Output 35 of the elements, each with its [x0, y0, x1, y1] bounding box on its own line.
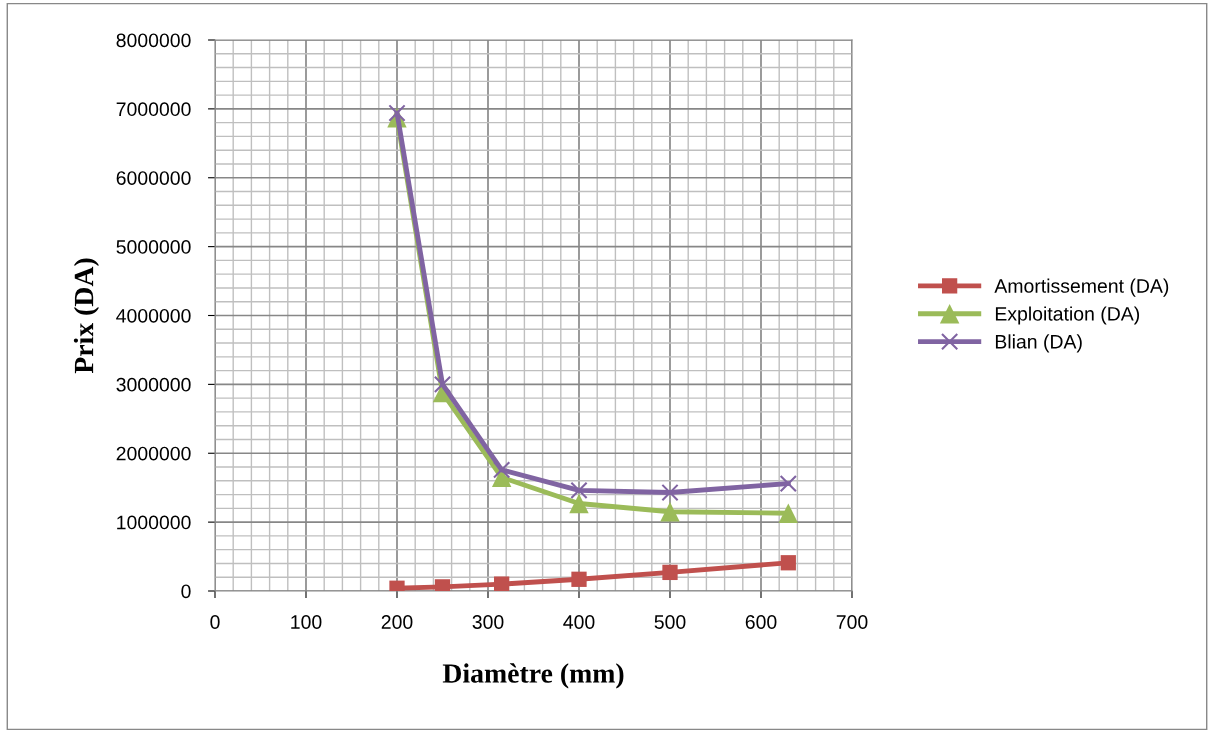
- legend-label: Exploitation (DA): [995, 306, 1140, 325]
- y-tick-label: 6000000: [116, 171, 191, 185]
- point: [662, 564, 678, 581]
- y-tick-label: 5000000: [116, 240, 191, 254]
- y-tick-label: 7000000: [116, 102, 191, 117]
- x-tick-label: 500: [654, 615, 686, 629]
- point: [661, 483, 679, 502]
- legend-label: Blian (DA): [995, 334, 1082, 353]
- point: [571, 571, 587, 587]
- y-tick-label: 0: [181, 584, 191, 599]
- y-tick-label: 2000000: [116, 446, 191, 461]
- x-tick-label: 200: [381, 615, 413, 629]
- y-tick-label: 1000000: [117, 515, 191, 530]
- point: [778, 503, 799, 523]
- legend-label: Amortissement (DA): [994, 278, 1169, 297]
- y-tick-label: 8000000: [116, 33, 191, 48]
- x-tick-label: 400: [563, 615, 595, 629]
- x-axis-title: Diamètre (mm): [442, 663, 624, 689]
- x-tick-label: 100: [291, 615, 322, 629]
- point: [433, 375, 452, 394]
- point: [494, 576, 510, 591]
- x-tick-label: 0: [210, 615, 220, 629]
- y-tick-label: 3000000: [116, 377, 191, 392]
- point: [492, 461, 511, 479]
- x-tick-label: 300: [472, 615, 504, 629]
- point: [780, 555, 796, 571]
- x-tick-label: 700: [836, 615, 868, 629]
- point: [569, 493, 589, 514]
- point: [570, 481, 588, 500]
- point: [388, 104, 406, 122]
- y-axis-title: Prix (DA): [73, 258, 100, 374]
- y-tick-label: 4000000: [116, 308, 191, 323]
- point: [779, 474, 797, 493]
- point: [660, 502, 680, 522]
- x-tick-label: 600: [745, 615, 777, 629]
